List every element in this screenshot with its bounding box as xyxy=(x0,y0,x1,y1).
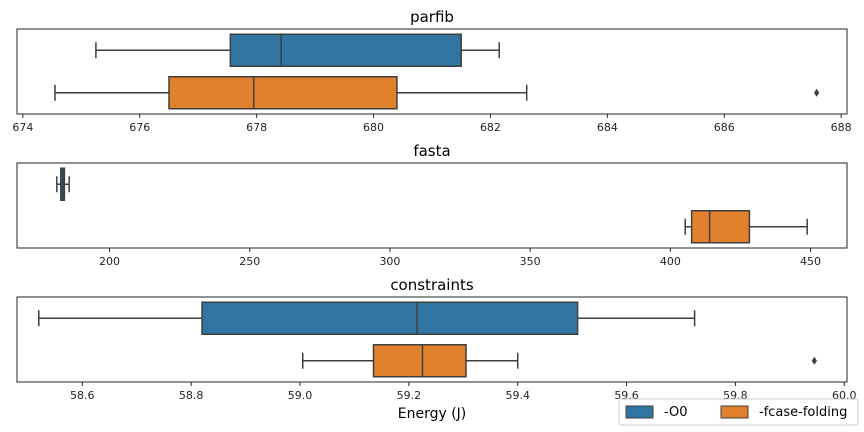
x-tick-label: 684 xyxy=(597,121,618,134)
x-axis-label: Energy (J) xyxy=(398,406,467,422)
chart-title: parfib xyxy=(410,8,454,26)
box-series-fcase-folding xyxy=(684,210,808,244)
outlier-point xyxy=(814,88,820,97)
outlier-point xyxy=(811,356,817,365)
legend-label: -fcase-folding xyxy=(759,405,847,420)
legend-swatch xyxy=(625,405,654,419)
box-iqr xyxy=(201,301,579,335)
axes-frame xyxy=(16,162,848,249)
axes-frame xyxy=(16,296,848,383)
x-tick-label: 686 xyxy=(714,121,735,134)
x-tick-label: 688 xyxy=(831,121,852,134)
x-tick-label: 682 xyxy=(480,121,501,134)
x-tick-label: 674 xyxy=(12,121,33,134)
legend: -O0 -fcase-folding xyxy=(618,398,859,426)
box-series-fcase-folding xyxy=(301,344,817,378)
legend-swatch xyxy=(720,405,749,419)
x-tick-label: 59.4 xyxy=(505,389,530,402)
x-tick-label: 400 xyxy=(660,255,681,268)
chart-title: constraints xyxy=(390,276,474,294)
chart-panel-parfib: parfib 674 676 678 680 682 684 686 688 xyxy=(12,8,851,134)
x-tick-label: 350 xyxy=(520,255,541,268)
x-tick-label: 59.0 xyxy=(288,389,313,402)
x-tick-label: 200 xyxy=(99,255,120,268)
box-iqr xyxy=(372,344,467,378)
box-series-o0 xyxy=(38,301,696,335)
x-tick-label: 59.2 xyxy=(397,389,422,402)
x-tick-label: 250 xyxy=(239,255,260,268)
x-tick-label: 450 xyxy=(800,255,821,268)
box-iqr xyxy=(690,210,751,244)
box-series-o0 xyxy=(56,167,70,201)
x-tick-label: 676 xyxy=(129,121,150,134)
x-tick-label: 300 xyxy=(379,255,400,268)
x-tick-label: 678 xyxy=(246,121,267,134)
box-iqr xyxy=(229,33,462,67)
box-series-fcase-folding xyxy=(54,76,820,110)
axes-frame xyxy=(16,28,848,115)
x-tick-label: 680 xyxy=(363,121,384,134)
box-series-o0 xyxy=(95,33,500,67)
chart-title: fasta xyxy=(413,142,450,160)
legend-label: -O0 xyxy=(664,405,688,420)
box-iqr xyxy=(168,76,398,110)
chart-panel-fasta: fasta 200 250 300 350 400 450 xyxy=(16,142,848,268)
x-tick-label: 58.6 xyxy=(70,389,95,402)
x-tick-label: 58.8 xyxy=(179,389,204,402)
